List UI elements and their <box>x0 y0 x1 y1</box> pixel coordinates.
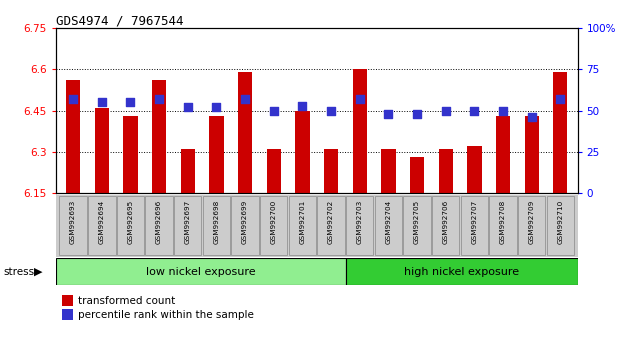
FancyBboxPatch shape <box>546 196 574 256</box>
Text: GSM992704: GSM992704 <box>386 200 391 244</box>
FancyBboxPatch shape <box>60 196 87 256</box>
Bar <box>467 146 481 193</box>
Text: transformed count: transformed count <box>78 296 175 306</box>
FancyBboxPatch shape <box>317 196 345 256</box>
Text: GSM992708: GSM992708 <box>500 200 506 244</box>
Point <box>154 96 164 102</box>
Point <box>97 99 107 105</box>
Text: GSM992695: GSM992695 <box>127 200 134 244</box>
Bar <box>56 258 346 285</box>
Text: GSM992710: GSM992710 <box>557 200 563 244</box>
Text: high nickel exposure: high nickel exposure <box>404 267 519 277</box>
Bar <box>56 195 578 257</box>
Text: GSM992693: GSM992693 <box>70 200 76 244</box>
Point <box>498 108 508 114</box>
Bar <box>295 111 309 193</box>
Text: GSM992699: GSM992699 <box>242 200 248 244</box>
Point <box>441 108 451 114</box>
Text: GSM992706: GSM992706 <box>443 200 449 244</box>
Text: GSM992700: GSM992700 <box>271 200 277 244</box>
FancyBboxPatch shape <box>117 196 144 256</box>
Point <box>555 96 565 102</box>
Point <box>269 108 279 114</box>
Bar <box>123 116 138 193</box>
Text: stress: stress <box>3 267 34 277</box>
FancyBboxPatch shape <box>145 196 173 256</box>
Bar <box>324 149 338 193</box>
Text: GSM992703: GSM992703 <box>356 200 363 244</box>
Text: GSM992707: GSM992707 <box>471 200 478 244</box>
Point <box>355 96 365 102</box>
FancyBboxPatch shape <box>374 196 402 256</box>
Point <box>469 108 479 114</box>
FancyBboxPatch shape <box>403 196 431 256</box>
Bar <box>181 149 195 193</box>
Text: GSM992705: GSM992705 <box>414 200 420 244</box>
Text: percentile rank within the sample: percentile rank within the sample <box>78 310 253 320</box>
Bar <box>266 149 281 193</box>
Bar <box>438 149 453 193</box>
FancyBboxPatch shape <box>202 196 230 256</box>
Point <box>527 114 537 120</box>
Bar <box>238 72 252 193</box>
Point <box>297 103 307 109</box>
FancyBboxPatch shape <box>489 196 517 256</box>
Point <box>211 104 221 110</box>
FancyBboxPatch shape <box>432 196 460 256</box>
Bar <box>525 116 539 193</box>
FancyBboxPatch shape <box>346 196 373 256</box>
Text: GSM992696: GSM992696 <box>156 200 162 244</box>
Bar <box>496 116 510 193</box>
FancyBboxPatch shape <box>174 196 201 256</box>
Bar <box>346 258 578 285</box>
Bar <box>152 80 166 193</box>
Bar <box>66 80 80 193</box>
Point <box>240 96 250 102</box>
FancyBboxPatch shape <box>289 196 316 256</box>
Bar <box>410 157 424 193</box>
Text: GSM992697: GSM992697 <box>184 200 191 244</box>
Point <box>68 96 78 102</box>
Bar <box>94 108 109 193</box>
FancyBboxPatch shape <box>260 196 288 256</box>
Text: low nickel exposure: low nickel exposure <box>146 267 256 277</box>
Text: GSM992709: GSM992709 <box>528 200 535 244</box>
FancyBboxPatch shape <box>461 196 488 256</box>
Point <box>412 111 422 117</box>
FancyBboxPatch shape <box>231 196 259 256</box>
Bar <box>209 116 224 193</box>
Bar <box>553 72 568 193</box>
FancyBboxPatch shape <box>88 196 116 256</box>
FancyBboxPatch shape <box>518 196 545 256</box>
Bar <box>353 69 367 193</box>
Text: GSM992698: GSM992698 <box>214 200 219 244</box>
Text: ▶: ▶ <box>34 267 42 277</box>
Point <box>125 99 135 105</box>
Text: GSM992702: GSM992702 <box>328 200 334 244</box>
Text: GDS4974 / 7967544: GDS4974 / 7967544 <box>56 14 183 27</box>
Point <box>383 111 393 117</box>
Text: GSM992701: GSM992701 <box>299 200 306 244</box>
Point <box>326 108 336 114</box>
Bar <box>381 149 396 193</box>
Point <box>183 104 193 110</box>
Text: GSM992694: GSM992694 <box>99 200 105 244</box>
